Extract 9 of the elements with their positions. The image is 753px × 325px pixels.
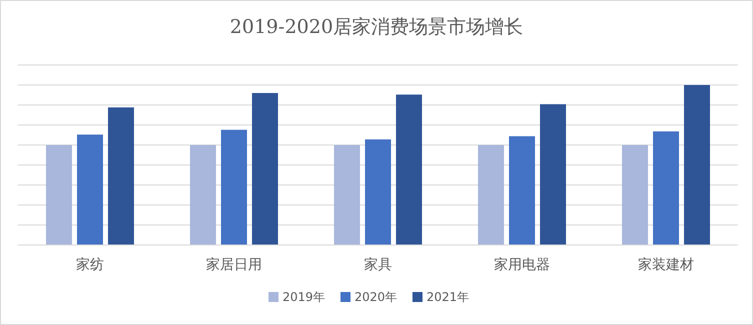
x-tick-label: 家居日用 (206, 257, 262, 273)
x-tick-label: 家具 (364, 257, 392, 273)
legend-label: 2021年 (426, 290, 470, 304)
x-tick-label: 家纺 (76, 257, 104, 273)
x-tick-label: 家装建材 (638, 257, 694, 273)
title: 2019-2020居家消费场景市场增长 (230, 16, 524, 38)
x-tick-label: 家用电器 (494, 257, 550, 273)
legend-label: 2020年 (354, 290, 398, 304)
legend-label: 2019年 (282, 290, 326, 304)
